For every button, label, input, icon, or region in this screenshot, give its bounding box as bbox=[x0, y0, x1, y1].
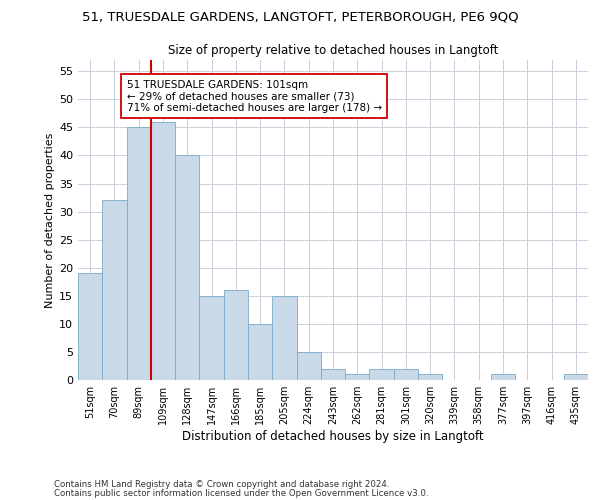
Text: 51, TRUESDALE GARDENS, LANGTOFT, PETERBOROUGH, PE6 9QQ: 51, TRUESDALE GARDENS, LANGTOFT, PETERBO… bbox=[82, 10, 518, 23]
Text: 51 TRUESDALE GARDENS: 101sqm
← 29% of detached houses are smaller (73)
71% of se: 51 TRUESDALE GARDENS: 101sqm ← 29% of de… bbox=[127, 80, 382, 113]
Text: Contains HM Land Registry data © Crown copyright and database right 2024.: Contains HM Land Registry data © Crown c… bbox=[54, 480, 389, 489]
Bar bbox=[394, 369, 418, 380]
Title: Size of property relative to detached houses in Langtoft: Size of property relative to detached ho… bbox=[168, 44, 498, 58]
Bar bbox=[272, 296, 296, 380]
Bar bbox=[151, 122, 175, 380]
Bar bbox=[199, 296, 224, 380]
Bar bbox=[102, 200, 127, 380]
Bar bbox=[321, 369, 345, 380]
Bar bbox=[370, 369, 394, 380]
Bar bbox=[248, 324, 272, 380]
Bar bbox=[127, 128, 151, 380]
Bar bbox=[78, 274, 102, 380]
Text: Contains public sector information licensed under the Open Government Licence v3: Contains public sector information licen… bbox=[54, 490, 428, 498]
Bar bbox=[564, 374, 588, 380]
Y-axis label: Number of detached properties: Number of detached properties bbox=[45, 132, 55, 308]
Bar bbox=[418, 374, 442, 380]
X-axis label: Distribution of detached houses by size in Langtoft: Distribution of detached houses by size … bbox=[182, 430, 484, 443]
Bar bbox=[224, 290, 248, 380]
Bar bbox=[491, 374, 515, 380]
Bar bbox=[296, 352, 321, 380]
Bar bbox=[175, 156, 199, 380]
Bar bbox=[345, 374, 370, 380]
